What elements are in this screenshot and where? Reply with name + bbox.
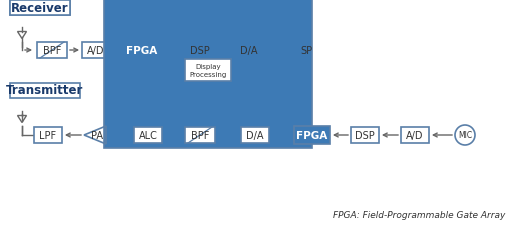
Text: D/A: D/A <box>246 130 264 140</box>
Text: FPGA: FPGA <box>126 46 158 56</box>
Text: DSP: DSP <box>355 130 375 140</box>
Text: LPF: LPF <box>40 130 57 140</box>
Text: DSP: DSP <box>190 46 210 56</box>
Bar <box>284 51 290 59</box>
Bar <box>186 43 214 59</box>
Text: D/A: D/A <box>240 46 258 56</box>
Text: Transmitter: Transmitter <box>6 84 84 97</box>
Text: FPGA: FPGA <box>297 130 327 140</box>
Bar <box>185 60 231 82</box>
Bar <box>10 0 70 16</box>
Bar <box>294 126 330 144</box>
Bar <box>104 0 312 148</box>
Text: SP: SP <box>300 46 312 56</box>
Bar <box>185 127 215 143</box>
Bar <box>351 127 379 143</box>
Text: FPGA: Field-Programmable Gate Array: FPGA: Field-Programmable Gate Array <box>333 211 505 220</box>
Bar <box>10 83 80 98</box>
Bar <box>10 0 70 16</box>
Text: BPF: BPF <box>43 46 61 56</box>
Bar <box>124 42 160 60</box>
Bar <box>134 127 162 143</box>
Text: A/D: A/D <box>406 130 424 140</box>
Text: PA: PA <box>91 130 103 140</box>
Circle shape <box>455 126 475 145</box>
Text: BPF: BPF <box>191 130 209 140</box>
Bar <box>34 127 62 143</box>
Bar <box>37 43 67 59</box>
Text: MIC: MIC <box>458 131 472 140</box>
Text: A/D: A/D <box>87 46 105 56</box>
Bar <box>241 127 269 143</box>
Text: Receiver: Receiver <box>11 2 69 14</box>
Bar <box>235 43 263 59</box>
Text: ALC: ALC <box>139 130 157 140</box>
Bar <box>82 43 110 59</box>
Text: Display
Processing: Display Processing <box>189 64 227 77</box>
Text: 46: 46 <box>200 66 215 76</box>
Bar <box>401 127 429 143</box>
